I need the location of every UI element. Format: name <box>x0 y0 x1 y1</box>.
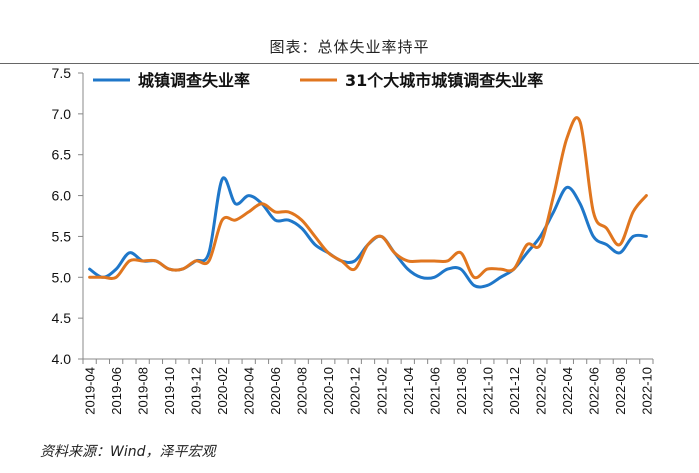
y-tick-label: 6.0 <box>52 188 72 204</box>
x-tick-label: 2021-08 <box>454 367 469 415</box>
x-tick-label: 2022-08 <box>613 367 628 415</box>
chart-title: 图表：总体失业率持平 <box>0 36 699 64</box>
x-tick-label: 2020-04 <box>242 367 257 415</box>
x-tick-label: 2022-04 <box>560 367 575 415</box>
x-tick-label: 2019-08 <box>136 367 151 415</box>
source-note: 资料来源：Wind，泽平宏观 <box>40 444 216 460</box>
x-tick-label: 2022-06 <box>586 367 601 415</box>
x-tick-label: 2019-04 <box>83 367 98 415</box>
y-tick-label: 5.0 <box>52 269 72 285</box>
x-tick-label: 2020-06 <box>268 367 283 415</box>
y-tick-label: 5.5 <box>52 228 72 244</box>
x-tick-label: 2021-12 <box>507 367 522 415</box>
x-tick-label: 2020-02 <box>215 367 230 415</box>
x-tick-label: 2021-06 <box>427 367 442 415</box>
y-tick-label: 6.5 <box>52 147 72 163</box>
x-tick-label: 2022-02 <box>533 367 548 415</box>
x-tick-label: 2021-04 <box>401 367 416 415</box>
x-tick-label: 2022-10 <box>639 367 654 415</box>
x-tick-label: 2019-10 <box>162 367 177 415</box>
x-tick-label: 2020-08 <box>295 367 310 415</box>
y-tick-label: 7.5 <box>52 65 72 81</box>
x-tick-label: 2019-06 <box>109 367 124 415</box>
legend-label-1: 城镇调查失业率 <box>138 71 250 90</box>
series-line-2 <box>88 116 648 280</box>
x-tick-label: 2020-10 <box>321 367 336 415</box>
x-tick-label: 2020-12 <box>348 367 363 415</box>
x-tick-label: 2021-02 <box>374 367 389 415</box>
x-tick-label: 2021-10 <box>480 367 495 415</box>
y-tick-label: 4.5 <box>52 310 72 326</box>
x-tick-label: 2019-12 <box>189 367 204 415</box>
y-tick-label: 4.0 <box>52 351 72 367</box>
y-tick-label: 7.0 <box>52 106 72 122</box>
legend-label-2: 31个大城市城镇调查失业率 <box>345 71 543 90</box>
